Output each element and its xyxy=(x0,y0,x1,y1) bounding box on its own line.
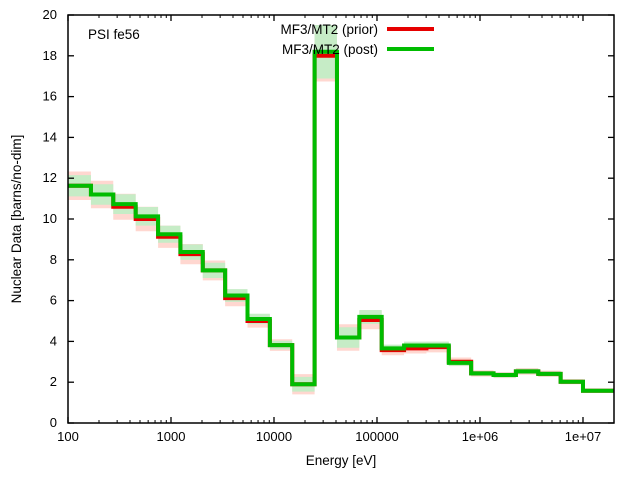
y-tick-label: 0 xyxy=(50,415,57,430)
x-tick-label: 1e+07 xyxy=(565,429,602,444)
y-tick-label: 8 xyxy=(50,252,57,267)
x-tick-label: 1000 xyxy=(157,429,186,444)
legend: MF3/MT2 (prior) MF3/MT2 (post) xyxy=(188,19,434,59)
legend-prior-label: MF3/MT2 (prior) xyxy=(280,21,379,37)
dataset-label: PSI fe56 xyxy=(88,27,140,42)
y-tick-label: 12 xyxy=(43,170,57,185)
y-tick-label: 6 xyxy=(50,293,57,308)
legend-post-label: MF3/MT2 (post) xyxy=(281,41,378,57)
y-axis-title: Nuclear Data [barns/no-dim] xyxy=(9,134,24,304)
x-axis-title: Energy [eV] xyxy=(305,453,377,468)
y-tick-label: 2 xyxy=(50,374,57,389)
y-tick-label: 10 xyxy=(43,211,57,226)
legend-item-prior: MF3/MT2 (prior) xyxy=(188,19,434,39)
y-tick-label: 20 xyxy=(43,7,57,22)
y-tick-label: 18 xyxy=(43,48,57,63)
x-tick-label: 100000 xyxy=(355,429,398,444)
y-tick-label: 4 xyxy=(50,333,57,348)
x-tick-label: 10000 xyxy=(256,429,292,444)
x-tick-label: 100 xyxy=(57,429,79,444)
legend-prior-line-sample xyxy=(387,27,434,31)
legend-item-post: MF3/MT2 (post) xyxy=(188,39,434,59)
legend-post-line-sample xyxy=(387,47,434,51)
x-tick-label: 1e+06 xyxy=(462,429,499,444)
step-curve xyxy=(68,49,614,393)
y-tick-label: 16 xyxy=(43,89,57,104)
y-tick-label: 14 xyxy=(43,129,57,144)
